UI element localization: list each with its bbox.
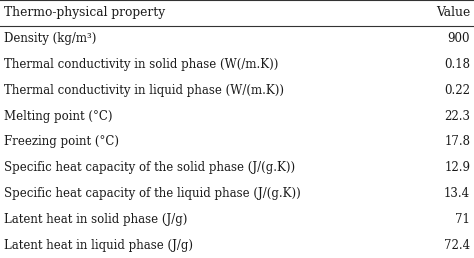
Text: Thermal conductivity in solid phase (W(/m.K)): Thermal conductivity in solid phase (W(/… (4, 58, 278, 71)
Text: 13.4: 13.4 (444, 187, 470, 200)
Text: Latent heat in solid phase (J/g): Latent heat in solid phase (J/g) (4, 213, 187, 226)
Text: 71: 71 (456, 213, 470, 226)
Text: 22.3: 22.3 (444, 110, 470, 123)
Text: 17.8: 17.8 (444, 135, 470, 148)
Text: 72.4: 72.4 (444, 239, 470, 252)
Text: 900: 900 (448, 32, 470, 45)
Text: Thermal conductivity in liquid phase (W/(m.K)): Thermal conductivity in liquid phase (W/… (4, 84, 284, 97)
Text: Density (kg/m³): Density (kg/m³) (4, 32, 96, 45)
Text: Value: Value (436, 6, 470, 19)
Text: Thermo-physical property: Thermo-physical property (4, 6, 165, 19)
Text: 12.9: 12.9 (444, 161, 470, 174)
Text: Melting point (°C): Melting point (°C) (4, 110, 112, 123)
Text: Freezing point (°C): Freezing point (°C) (4, 135, 119, 148)
Text: Specific heat capacity of the solid phase (J/(g.K)): Specific heat capacity of the solid phas… (4, 161, 295, 174)
Text: 0.18: 0.18 (444, 58, 470, 71)
Text: Latent heat in liquid phase (J/g): Latent heat in liquid phase (J/g) (4, 239, 193, 252)
Text: 0.22: 0.22 (444, 84, 470, 97)
Text: Specific heat capacity of the liquid phase (J/(g.K)): Specific heat capacity of the liquid pha… (4, 187, 301, 200)
